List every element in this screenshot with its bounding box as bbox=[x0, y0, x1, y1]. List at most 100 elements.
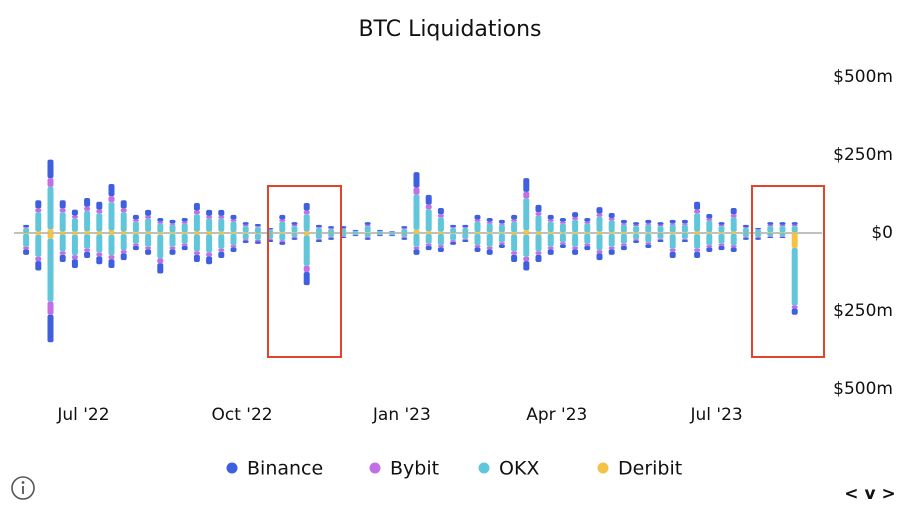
bar-segment bbox=[742, 233, 749, 238]
bar-segment bbox=[645, 242, 652, 245]
bar-segment bbox=[218, 234, 225, 249]
bar-segment bbox=[779, 236, 786, 237]
bar-segment bbox=[279, 214, 286, 220]
bar-segment bbox=[755, 228, 762, 230]
bar-segment bbox=[706, 218, 713, 221]
bar-segment bbox=[669, 219, 676, 224]
bar-segment bbox=[620, 219, 627, 224]
bar-segment bbox=[315, 224, 322, 228]
bar-segment bbox=[145, 246, 152, 250]
bar-segment bbox=[157, 232, 164, 233]
bar-segment bbox=[450, 240, 457, 242]
bar-segment bbox=[425, 204, 432, 210]
bar-segment bbox=[462, 227, 469, 229]
bar-segment bbox=[450, 241, 457, 245]
bar-segment bbox=[437, 217, 444, 232]
bar-segment bbox=[145, 233, 152, 247]
nav-controls[interactable]: < v > bbox=[844, 484, 895, 504]
bar-segment bbox=[376, 235, 383, 237]
bar-segment bbox=[572, 233, 579, 234]
bar-segment bbox=[633, 222, 640, 225]
bar-segment bbox=[547, 233, 554, 234]
bar-segment bbox=[193, 214, 200, 232]
bar-segment bbox=[706, 233, 713, 246]
bar-segment bbox=[523, 191, 530, 199]
bar-segment bbox=[145, 218, 152, 232]
bar-segment bbox=[791, 222, 798, 225]
bar-segment bbox=[608, 233, 615, 247]
bar-segment bbox=[706, 232, 713, 233]
bar-segment bbox=[328, 228, 335, 229]
bar-segment bbox=[511, 234, 518, 252]
bar-segment bbox=[181, 223, 188, 233]
bar-segment bbox=[35, 231, 42, 233]
bar-segment bbox=[84, 234, 91, 249]
bar-segment bbox=[206, 218, 213, 232]
bar-segment bbox=[547, 249, 554, 255]
bar-segment bbox=[755, 229, 762, 233]
bar-segment bbox=[35, 234, 42, 257]
bar-segment bbox=[413, 187, 420, 195]
bar-segment bbox=[254, 233, 261, 234]
bar-segment bbox=[84, 248, 91, 252]
bar-segment bbox=[376, 231, 383, 233]
bar-segment bbox=[47, 233, 54, 239]
bar-segment bbox=[157, 258, 164, 264]
bar-segment bbox=[193, 251, 200, 255]
bar-segment bbox=[425, 194, 432, 205]
y-tick-label: $0 bbox=[871, 223, 893, 243]
bar-segment bbox=[645, 219, 652, 224]
bar-segment bbox=[242, 224, 249, 227]
bar-segment bbox=[315, 227, 322, 229]
bar-segment bbox=[401, 233, 408, 238]
bar-segment bbox=[413, 194, 420, 230]
bar-segment bbox=[608, 232, 615, 233]
bar-segment bbox=[462, 228, 469, 233]
highlight-box bbox=[751, 185, 825, 358]
bar-segment bbox=[132, 221, 139, 233]
bar-segment bbox=[633, 224, 640, 227]
bar-segment bbox=[706, 233, 713, 234]
bar-segment bbox=[767, 233, 774, 237]
bar-segment bbox=[206, 256, 213, 265]
bar-segment bbox=[450, 224, 457, 228]
bar-segment bbox=[413, 233, 420, 234]
bar-segment bbox=[437, 233, 444, 234]
bar-segment bbox=[572, 232, 579, 233]
bar-segment bbox=[767, 232, 774, 233]
bar-segment bbox=[120, 231, 127, 233]
bar-segment bbox=[315, 233, 322, 239]
bar-segment bbox=[462, 239, 469, 243]
bar-segment bbox=[206, 233, 213, 235]
bar-segment bbox=[303, 265, 310, 272]
bar-segment bbox=[694, 234, 701, 249]
bar-segment bbox=[462, 224, 469, 228]
bar-segment bbox=[218, 248, 225, 252]
bar-segment bbox=[755, 233, 762, 238]
bar-segment bbox=[254, 233, 261, 240]
bar-segment bbox=[437, 247, 444, 253]
bar-segment bbox=[35, 256, 42, 262]
bar-segment bbox=[779, 224, 786, 227]
bar-segment bbox=[303, 210, 310, 215]
bar-segment bbox=[755, 229, 762, 230]
bar-segment bbox=[47, 238, 54, 302]
bar-segment bbox=[791, 308, 798, 315]
bar-segment bbox=[645, 224, 652, 233]
bar-segment bbox=[328, 226, 335, 229]
bar-segment bbox=[291, 222, 298, 225]
bar-segment bbox=[47, 229, 54, 233]
bar-segment bbox=[23, 246, 30, 250]
bar-segment bbox=[254, 239, 261, 242]
bar-segment bbox=[742, 224, 749, 228]
bar-segment bbox=[706, 220, 713, 233]
bar-segment bbox=[486, 221, 493, 224]
bar-segment bbox=[193, 233, 200, 235]
bar-segment bbox=[718, 233, 725, 244]
bar-segment bbox=[779, 226, 786, 233]
bar-segment bbox=[279, 232, 286, 233]
info-icon[interactable] bbox=[11, 476, 35, 500]
bar-segment bbox=[132, 232, 139, 233]
bar-segment bbox=[169, 249, 176, 255]
